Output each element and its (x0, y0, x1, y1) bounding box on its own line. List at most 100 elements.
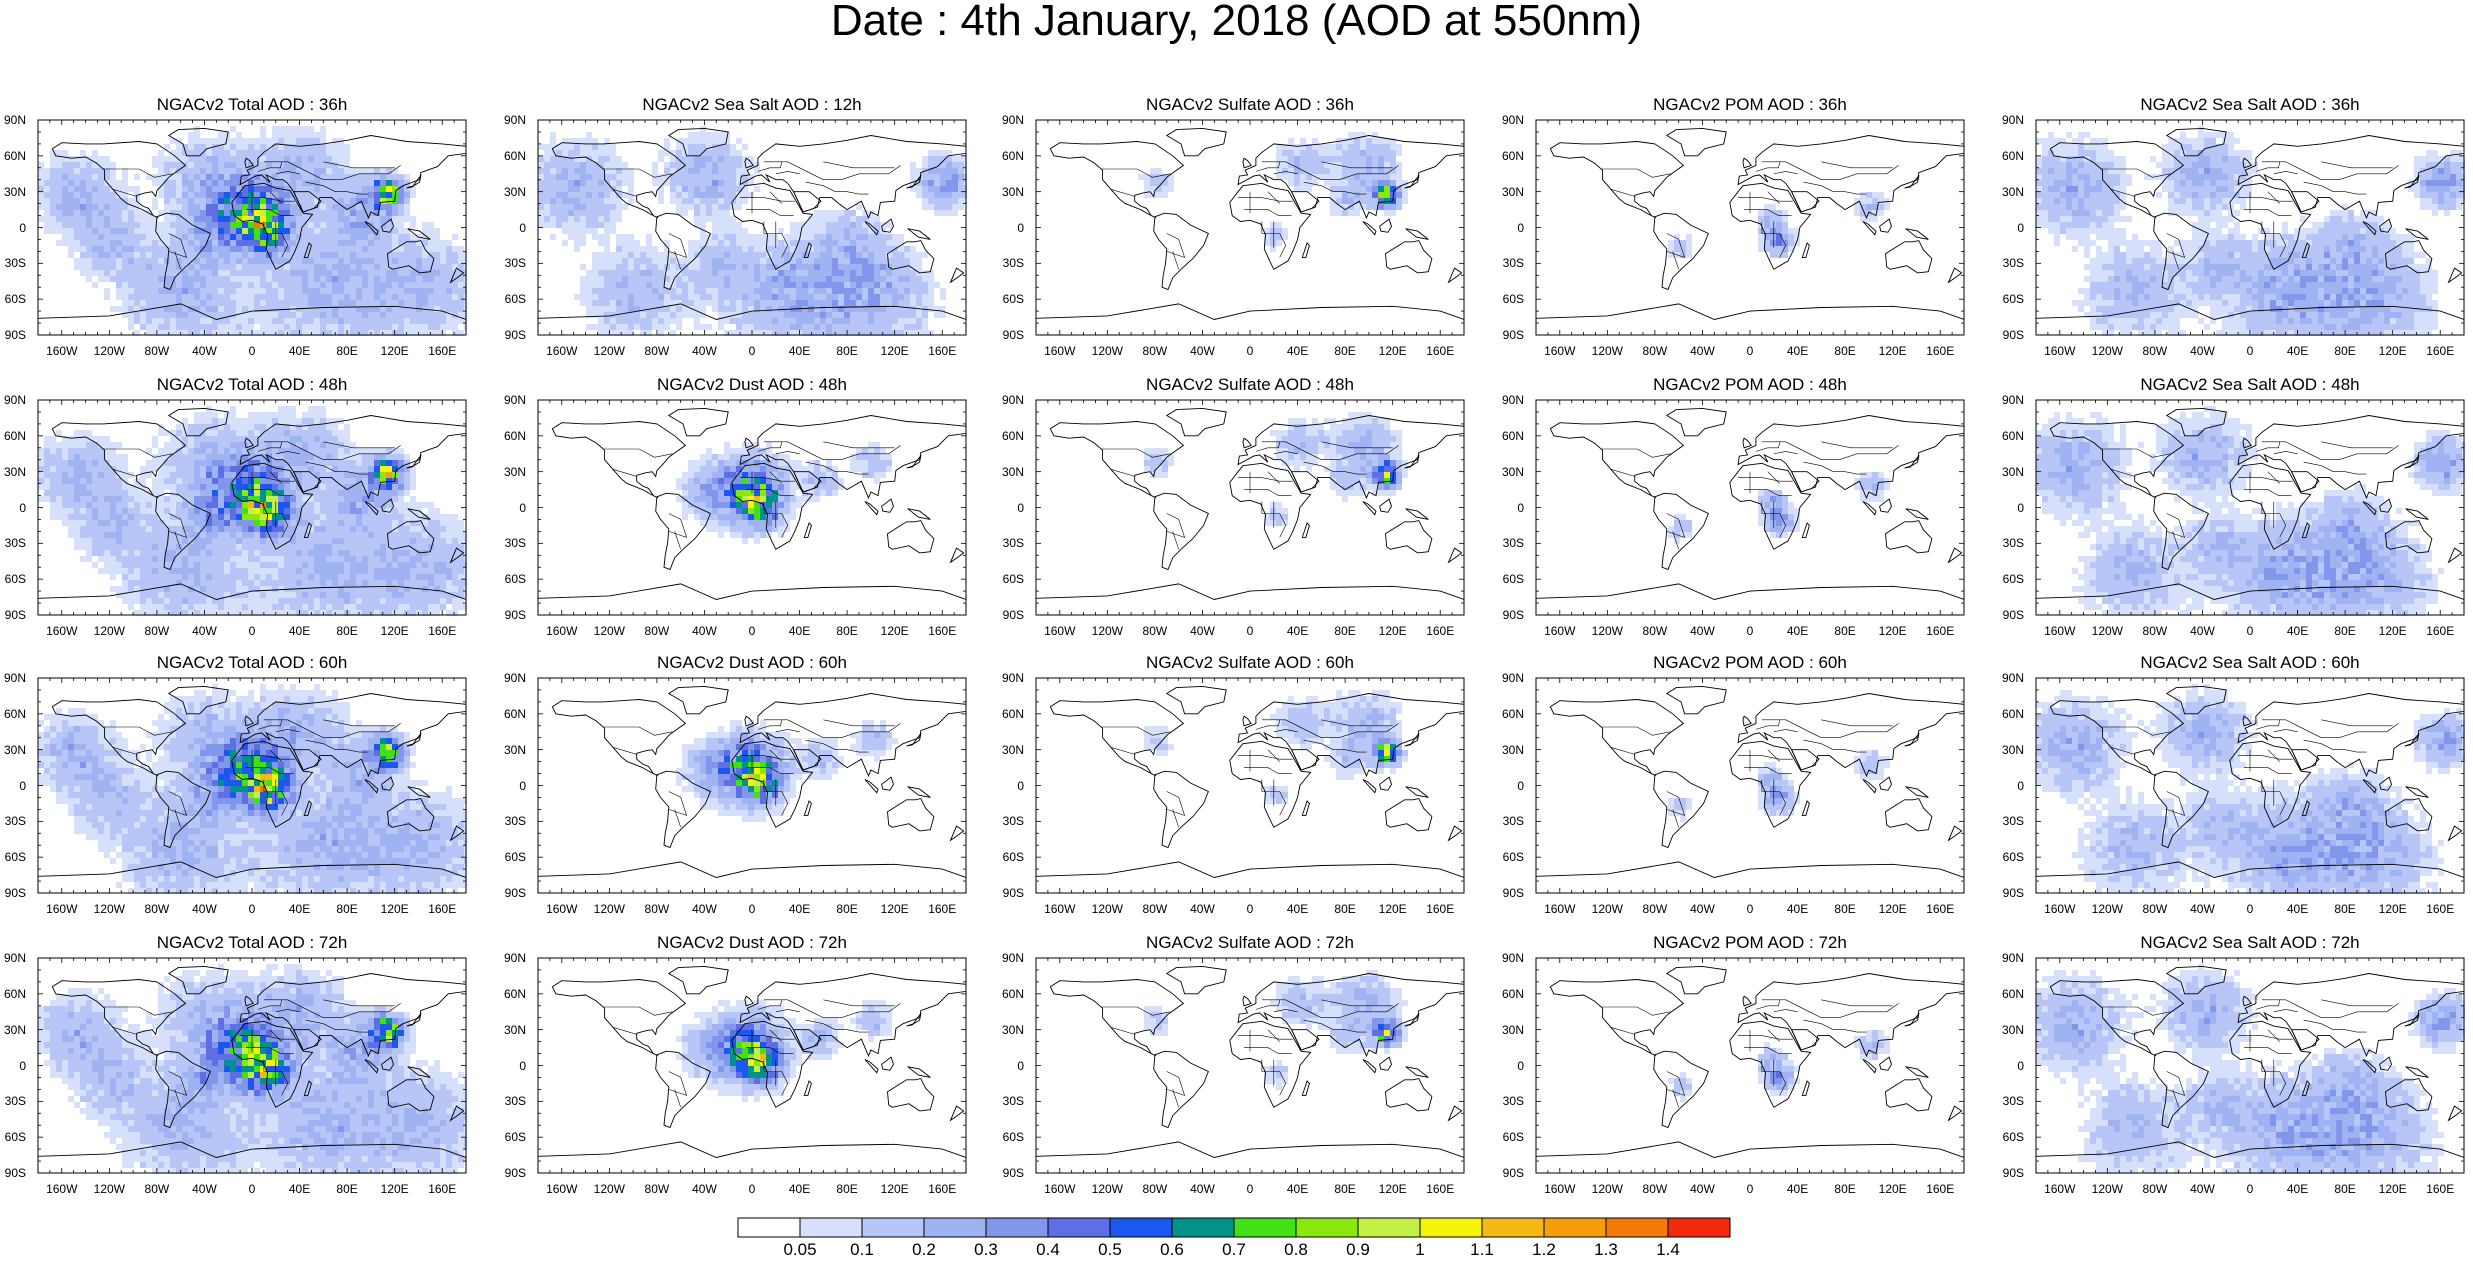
lat-tick-label: 90N (2000, 951, 2024, 965)
lat-tick-label: 30S (2, 536, 26, 550)
lat-tick-label: 30N (1000, 1023, 1024, 1037)
lat-tick-label: 60S (2, 292, 26, 306)
lon-tick-label: 120E (2371, 624, 2415, 638)
lat-tick-label: 90N (502, 393, 526, 407)
lon-tick-label: 0 (230, 624, 274, 638)
lon-tick-label: 40W (682, 902, 726, 916)
lat-tick-label: 90S (2, 608, 26, 622)
aod-map (2035, 119, 2465, 336)
lon-tick-label: 80W (1133, 344, 1177, 358)
lat-tick-label: 60S (1500, 572, 1524, 586)
lon-tick-label: 80W (135, 624, 179, 638)
lon-tick-label: 80W (2133, 344, 2177, 358)
lat-tick-label: 30N (2, 465, 26, 479)
lon-tick-label: 160W (540, 624, 584, 638)
lon-tick-label: 80W (1133, 902, 1177, 916)
colorbar-tick-label: 1.3 (1581, 1240, 1631, 1260)
panel-title: NGACv2 Dust AOD : 60h (537, 653, 967, 673)
colorbar-swatch (799, 1217, 863, 1238)
lon-tick-label: 40E (778, 1182, 822, 1196)
lon-tick-label: 160E (1918, 344, 1962, 358)
aod-map (537, 399, 967, 616)
lon-tick-label: 40W (1180, 902, 1224, 916)
lon-tick-label: 0 (730, 1182, 774, 1196)
lon-tick-label: 120E (873, 902, 917, 916)
panel-title: NGACv2 Sea Salt AOD : 72h (2035, 933, 2465, 953)
lat-tick-label: 90S (1000, 328, 1024, 342)
lon-tick-label: 120E (1371, 624, 1415, 638)
lon-tick-label: 120W (87, 902, 131, 916)
lat-tick-label: 90N (1000, 113, 1024, 127)
lon-tick-label: 80E (1323, 902, 1367, 916)
lat-tick-label: 30N (1500, 185, 1524, 199)
panel-title: NGACv2 Dust AOD : 48h (537, 375, 967, 395)
colorbar-swatch (1357, 1217, 1421, 1238)
aod-map (37, 957, 467, 1174)
lat-tick-label: 30N (2, 743, 26, 757)
lon-tick-label: 160W (540, 1182, 584, 1196)
lat-tick-label: 0 (1000, 221, 1024, 235)
lat-tick-label: 30N (502, 185, 526, 199)
lat-tick-label: 30S (2000, 536, 2024, 550)
lon-tick-label: 80E (1323, 1182, 1367, 1196)
lat-tick-label: 30N (502, 465, 526, 479)
lat-tick-label: 0 (1500, 1059, 1524, 1073)
lat-tick-label: 0 (2, 221, 26, 235)
lat-tick-label: 90N (502, 951, 526, 965)
lat-tick-label: 0 (2000, 1059, 2024, 1073)
lat-tick-label: 60N (2000, 987, 2024, 1001)
lon-tick-label: 80W (1633, 902, 1677, 916)
lat-tick-label: 90S (502, 328, 526, 342)
lon-tick-label: 80W (635, 624, 679, 638)
lat-tick-label: 30S (1000, 536, 1024, 550)
lat-tick-label: 60N (1500, 149, 1524, 163)
lon-tick-label: 120E (2371, 1182, 2415, 1196)
lon-tick-label: 120W (1585, 344, 1629, 358)
lat-tick-label: 60S (502, 572, 526, 586)
lon-tick-label: 80W (1633, 344, 1677, 358)
lon-tick-label: 120E (1371, 344, 1415, 358)
lat-tick-label: 0 (1500, 779, 1524, 793)
lon-tick-label: 120W (87, 624, 131, 638)
lon-tick-label: 40E (278, 344, 322, 358)
lon-tick-label: 80W (2133, 624, 2177, 638)
lon-tick-label: 120W (587, 1182, 631, 1196)
aod-map (1535, 119, 1965, 336)
lat-tick-label: 90S (2, 1166, 26, 1180)
lon-tick-label: 160E (2418, 902, 2462, 916)
aod-map (37, 119, 467, 336)
lat-tick-label: 60N (1000, 707, 1024, 721)
lon-tick-label: 160E (1918, 624, 1962, 638)
colorbar-tick-label: 1.4 (1643, 1240, 1693, 1260)
lat-tick-label: 90S (2000, 886, 2024, 900)
lon-tick-label: 40W (2180, 624, 2224, 638)
lon-tick-label: 160W (1038, 624, 1082, 638)
lon-tick-label: 160E (420, 624, 464, 638)
lat-tick-label: 60N (502, 987, 526, 1001)
lat-tick-label: 90S (2, 886, 26, 900)
lon-tick-label: 160W (1538, 624, 1582, 638)
lon-tick-label: 120W (2085, 902, 2129, 916)
lat-tick-label: 90N (2, 393, 26, 407)
lon-tick-label: 160E (420, 344, 464, 358)
lon-tick-label: 120E (2371, 344, 2415, 358)
panel-title: NGACv2 POM AOD : 72h (1535, 933, 1965, 953)
panel-title: NGACv2 Sea Salt AOD : 36h (2035, 95, 2465, 115)
lat-tick-label: 60N (2, 987, 26, 1001)
lon-tick-label: 80W (135, 902, 179, 916)
lat-tick-label: 30S (1000, 1094, 1024, 1108)
lat-tick-label: 60N (2000, 149, 2024, 163)
lat-tick-label: 90S (1500, 1166, 1524, 1180)
lon-tick-label: 80E (2323, 624, 2367, 638)
lon-tick-label: 0 (2228, 902, 2272, 916)
lon-tick-label: 80W (2133, 1182, 2177, 1196)
lon-tick-label: 160W (1038, 902, 1082, 916)
panel-title: NGACv2 Dust AOD : 72h (537, 933, 967, 953)
lat-tick-label: 30N (1500, 1023, 1524, 1037)
lat-tick-label: 60N (1000, 987, 1024, 1001)
lon-tick-label: 40W (1680, 902, 1724, 916)
lon-tick-label: 160W (540, 902, 584, 916)
colorbar-tick-label: 0.05 (775, 1240, 825, 1260)
lon-tick-label: 0 (2228, 624, 2272, 638)
lat-tick-label: 60S (502, 292, 526, 306)
